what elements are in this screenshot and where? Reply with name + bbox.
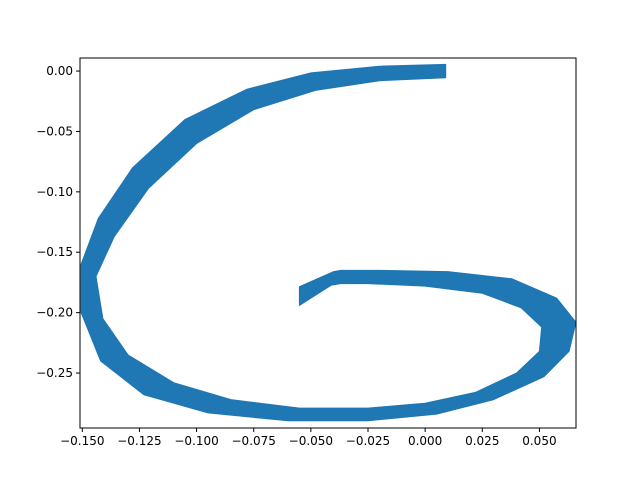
- plot-area: [80, 58, 577, 428]
- y-tick-label: −0.15: [36, 245, 73, 259]
- x-tick-label: −0.025: [346, 434, 390, 448]
- plot-background: [80, 58, 576, 428]
- x-tick-label: −0.125: [117, 434, 161, 448]
- x-tick-label: −0.100: [174, 434, 218, 448]
- x-tick-label: 0.025: [465, 434, 499, 448]
- x-tick-label: −0.050: [289, 434, 333, 448]
- x-tick-label: −0.150: [60, 434, 104, 448]
- x-axis: −0.150 −0.125 −0.100 −0.075 −0.050 −0.025 0.00…: [60, 428, 557, 448]
- plot-frame: [79, 57, 577, 429]
- y-tick-label: −0.25: [36, 366, 73, 380]
- y-tick-label: −0.05: [36, 124, 73, 138]
- g-shape-fill: [80, 63, 577, 422]
- y-tick-label: 0.00: [46, 64, 73, 78]
- y-axis: 0.00 −0.05 −0.10 −0.15 −0.20 −0.25: [36, 64, 80, 380]
- x-tick-label: 0.050: [522, 434, 556, 448]
- y-tick-label: −0.20: [36, 306, 73, 320]
- x-tick-label: 0.000: [408, 434, 442, 448]
- y-tick-label: −0.10: [36, 185, 73, 199]
- x-tick-label: −0.075: [232, 434, 276, 448]
